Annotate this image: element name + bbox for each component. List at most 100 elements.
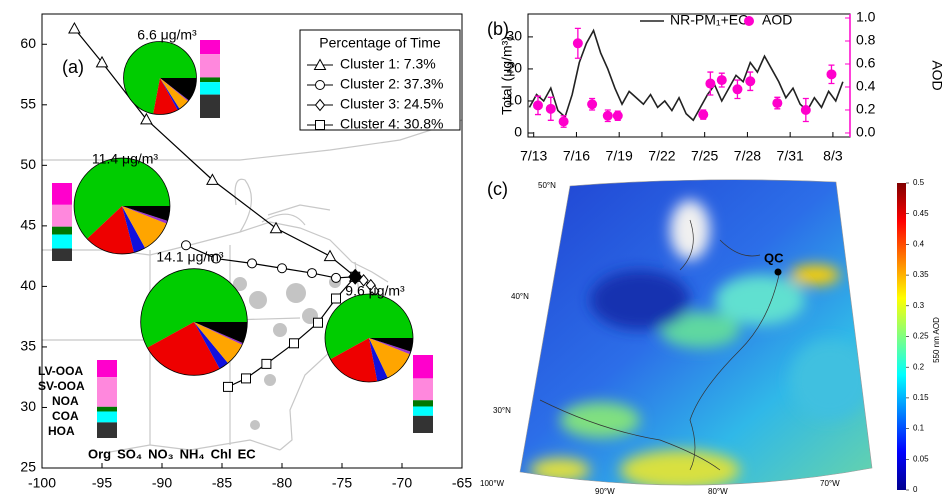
factor-bar	[200, 77, 220, 83]
pie-slice	[122, 206, 168, 224]
marker	[331, 272, 341, 283]
y-tick-label: 40	[20, 277, 36, 293]
factor-legend: LV-OOA	[38, 364, 83, 378]
factor-legend: NOA	[52, 394, 79, 408]
colorbar-tick-label: 0.05	[913, 454, 929, 463]
legend-marker	[744, 16, 754, 26]
x-tick-label: 7/28	[734, 148, 761, 164]
factor-bar	[97, 406, 117, 412]
y-tick-label: 50	[20, 156, 36, 172]
pie-slice	[123, 41, 197, 114]
component-legend: Chl	[211, 446, 232, 461]
y-axis-label: Total (μg/m³)	[499, 36, 515, 115]
pie-label: 9.6 μg/m³	[345, 283, 405, 299]
marker	[289, 338, 299, 349]
colorbar-label: 550 nm AOD	[932, 317, 941, 363]
pie-slice	[160, 78, 180, 110]
pie-slice	[194, 322, 243, 345]
aod-point	[732, 84, 743, 95]
y-tick-label: 60	[20, 35, 36, 51]
factor-bar	[413, 378, 433, 401]
aod-point	[558, 116, 569, 127]
map-outlines	[539, 219, 781, 471]
site-circle	[273, 323, 287, 337]
legend-label: NR-PM₁+EC	[670, 12, 748, 28]
legend: Percentage of Time Cluster 1: 7.3% Cluster…	[299, 29, 461, 132]
marker	[247, 258, 257, 269]
colorbar-tick-label: 0.15	[913, 393, 929, 402]
aod-map	[519, 179, 873, 486]
marker	[261, 358, 272, 369]
mass-line	[528, 28, 844, 122]
site-marker	[774, 268, 782, 276]
factor-bar	[200, 82, 220, 95]
marker	[269, 221, 283, 234]
y-tick-label: 30	[506, 28, 522, 44]
factor-legend: SV-OOA	[38, 379, 85, 393]
factor-bar	[97, 411, 117, 423]
component-legend: EC	[238, 446, 257, 461]
y-tick-label: 55	[20, 96, 36, 112]
y2-tick-label: 0.0	[856, 124, 876, 140]
pie-slice	[194, 322, 243, 364]
latitude-label: 30°N	[493, 406, 511, 415]
marker	[315, 120, 325, 130]
aod-point	[572, 38, 583, 49]
colorbar-tick-label: 0.25	[913, 332, 929, 341]
longitude-label: 100°W	[480, 479, 505, 488]
x-tick-label: -80	[272, 475, 292, 491]
y-tick-label: 10	[506, 92, 522, 108]
aod-point	[826, 69, 837, 80]
y2-tick-label: 0.6	[856, 55, 876, 71]
x-tick-label: 7/22	[648, 148, 675, 164]
site-circle	[250, 420, 260, 430]
x-tick-label: 7/31	[777, 148, 804, 164]
y2-tick-label: 0.4	[856, 78, 876, 94]
y2-axis-label: AOD	[929, 60, 945, 90]
y2-tick-label: 0.2	[856, 101, 876, 117]
factor-bar	[52, 248, 72, 261]
component-legend: Org	[88, 446, 111, 461]
pie-label: 11.4 μg/m³	[92, 151, 159, 167]
aod-point	[716, 75, 727, 86]
factor-bar	[52, 183, 72, 205]
factor-bar	[97, 422, 117, 438]
marker	[68, 21, 81, 34]
aod-point	[772, 98, 783, 109]
aod-patches	[530, 200, 870, 486]
marker	[206, 173, 219, 185]
pie-label: 6.6 μg/m³	[137, 27, 197, 43]
marker	[331, 293, 341, 304]
marker	[223, 381, 233, 392]
factor-legend: HOA	[48, 424, 75, 438]
site-circle	[233, 277, 247, 291]
marker	[323, 249, 337, 262]
pie-slice	[325, 294, 413, 360]
component-legend: NO₃	[148, 446, 174, 461]
y-tick-label: 25	[20, 459, 36, 475]
pie-slice	[369, 338, 411, 355]
pie-slice	[369, 338, 413, 352]
x-tick-label: -90	[152, 475, 172, 491]
aod-point	[587, 99, 598, 110]
factor-bar	[97, 377, 117, 407]
receptor-site	[348, 268, 363, 285]
factor-legend: COA	[52, 409, 79, 423]
x-tick-label: -65	[452, 475, 472, 491]
marker	[313, 58, 327, 70]
y-tick-label: 35	[20, 338, 36, 354]
pie-slice	[194, 322, 248, 344]
x-tick-label: -95	[92, 475, 112, 491]
aod-point	[705, 78, 716, 89]
longitude-label: 90°W	[595, 487, 615, 496]
y-tick-label: 30	[20, 398, 36, 414]
pie-slice	[140, 268, 248, 348]
aod-point	[602, 110, 613, 121]
aod-point	[612, 110, 623, 121]
x-tick-label: 7/13	[520, 148, 547, 164]
pie-slice	[147, 322, 220, 376]
marker	[315, 80, 325, 90]
legend-title: Percentage of Time	[319, 35, 441, 51]
colorbar-tick-label: 0.1	[913, 424, 925, 433]
